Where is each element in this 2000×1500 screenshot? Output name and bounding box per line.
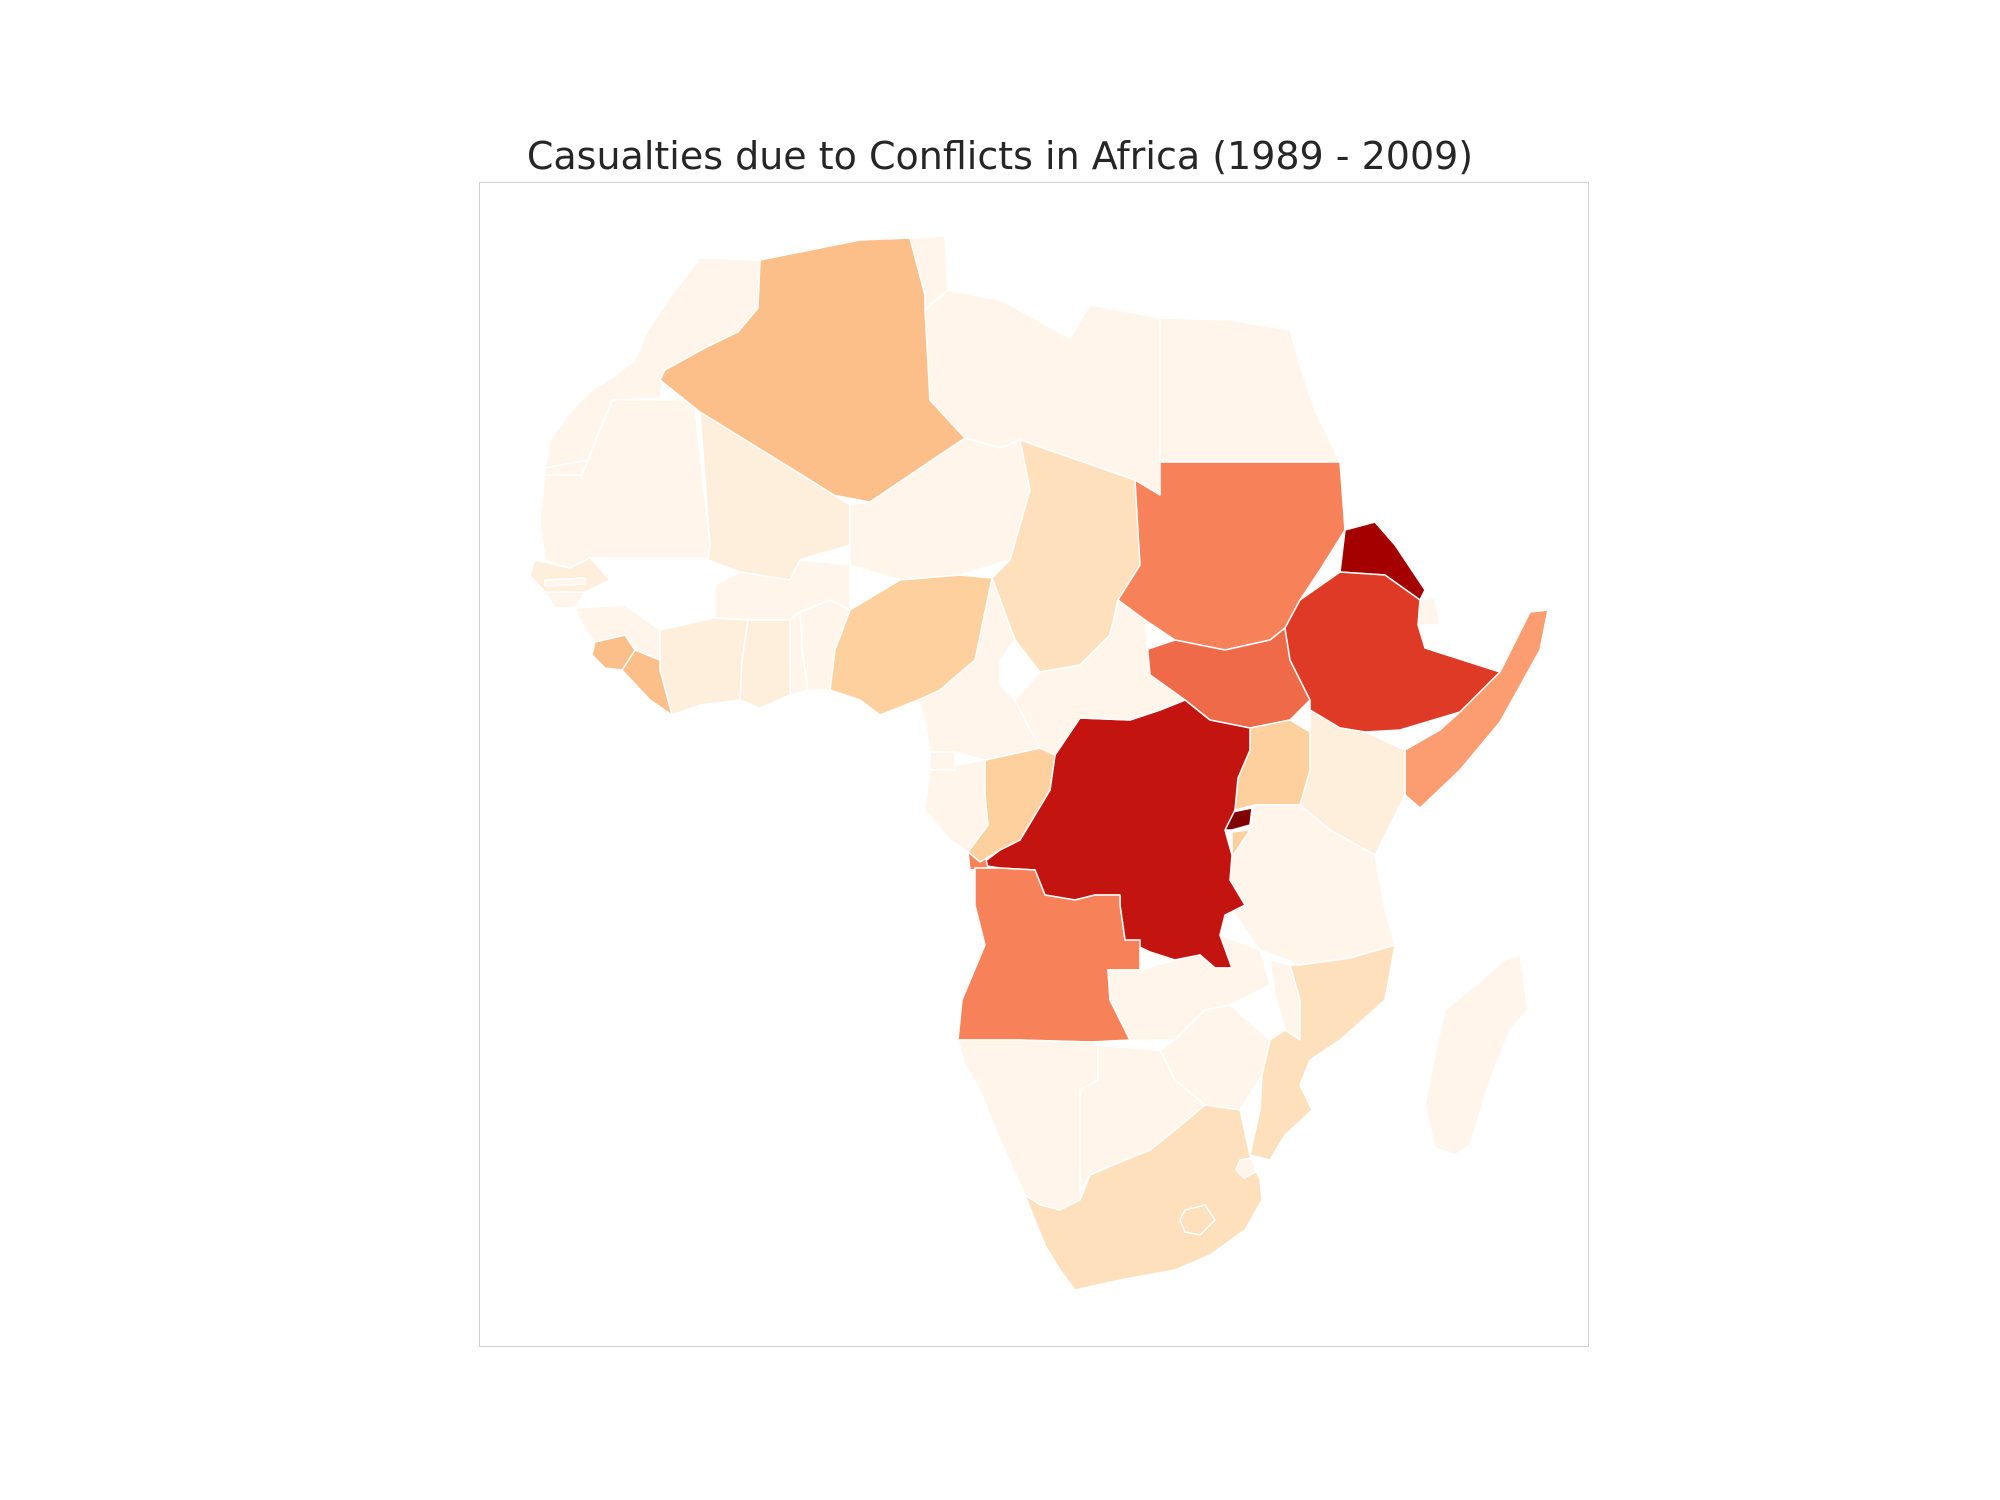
region-guinea-bissau — [544, 591, 586, 609]
region-madagascar — [1424, 954, 1529, 1156]
region-gabon — [924, 759, 989, 853]
map-frame — [479, 182, 1589, 1347]
region-lesotho — [1179, 1204, 1216, 1236]
region-guinea — [574, 604, 661, 661]
region-south-africa — [1024, 1104, 1263, 1291]
region-egypt — [1159, 317, 1341, 463]
region-ivory-coast — [659, 617, 749, 716]
region-somalia — [1404, 609, 1549, 809]
region-mozambique — [1249, 944, 1396, 1161]
region-zambia — [1107, 934, 1271, 1041]
map-title: Casualties due to Conflicts in Africa (1… — [526, 134, 1474, 178]
region-equatorial-guinea — [929, 751, 956, 771]
region-gambia — [544, 577, 586, 587]
region-ethiopia — [1284, 571, 1501, 733]
region-namibia — [957, 1039, 1099, 1211]
region-ghana — [739, 619, 791, 709]
region-djibouti — [1417, 597, 1441, 626]
region-car — [1014, 599, 1186, 756]
region-swaziland — [1235, 1157, 1257, 1179]
